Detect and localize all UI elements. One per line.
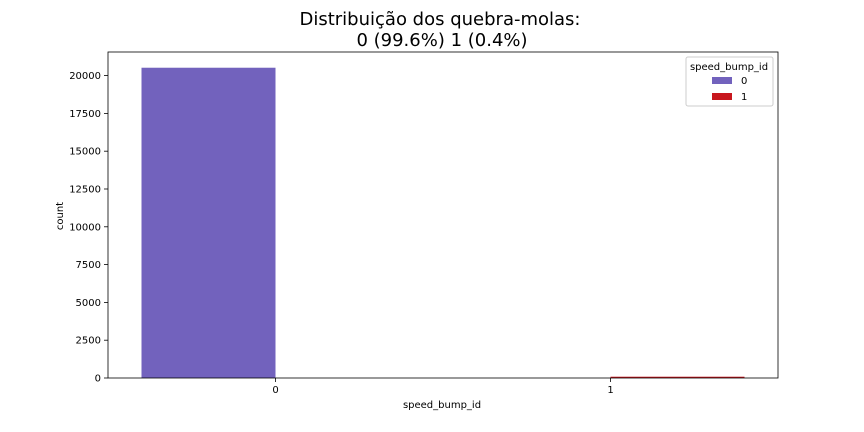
bar-0-0 <box>141 67 276 379</box>
legend-title: speed_bump_id <box>690 62 768 73</box>
y-axis-label: count <box>55 202 66 230</box>
chart-title-line1: Distribuição dos quebra-molas: <box>299 9 580 30</box>
y-tick-label-7500: 7500 <box>76 260 101 271</box>
legend-label-1: 1 <box>741 92 747 103</box>
legend-label-0: 0 <box>741 76 747 87</box>
bar-1-1 <box>610 376 745 378</box>
x-axis-label: speed_bump_id <box>403 400 481 411</box>
y-tick-label-0: 0 <box>95 374 101 385</box>
legend-swatch-1 <box>712 93 732 100</box>
legend-swatch-0 <box>712 77 732 84</box>
y-tick-label-20000: 20000 <box>69 71 101 82</box>
legend: speed_bump_id 0 1 <box>685 56 774 107</box>
y-tick-label-10000: 10000 <box>69 222 101 233</box>
x-tick-label-0: 0 <box>272 385 278 396</box>
plot-area: 0 2500 5000 7500 10000 12500 15000 17500 20000 0 1 <box>69 51 779 396</box>
y-tick-label-12500: 12500 <box>69 184 101 195</box>
y-tick-label-2500: 2500 <box>76 336 101 347</box>
chart-title-line2: 0 (99.6%) 1 (0.4%) <box>356 30 527 51</box>
x-tick-label-1: 1 <box>607 385 613 396</box>
y-tick-label-5000: 5000 <box>76 298 101 309</box>
y-tick-label-17500: 17500 <box>69 109 101 120</box>
plot-frame <box>107 51 779 379</box>
y-tick-label-15000: 15000 <box>69 147 101 158</box>
